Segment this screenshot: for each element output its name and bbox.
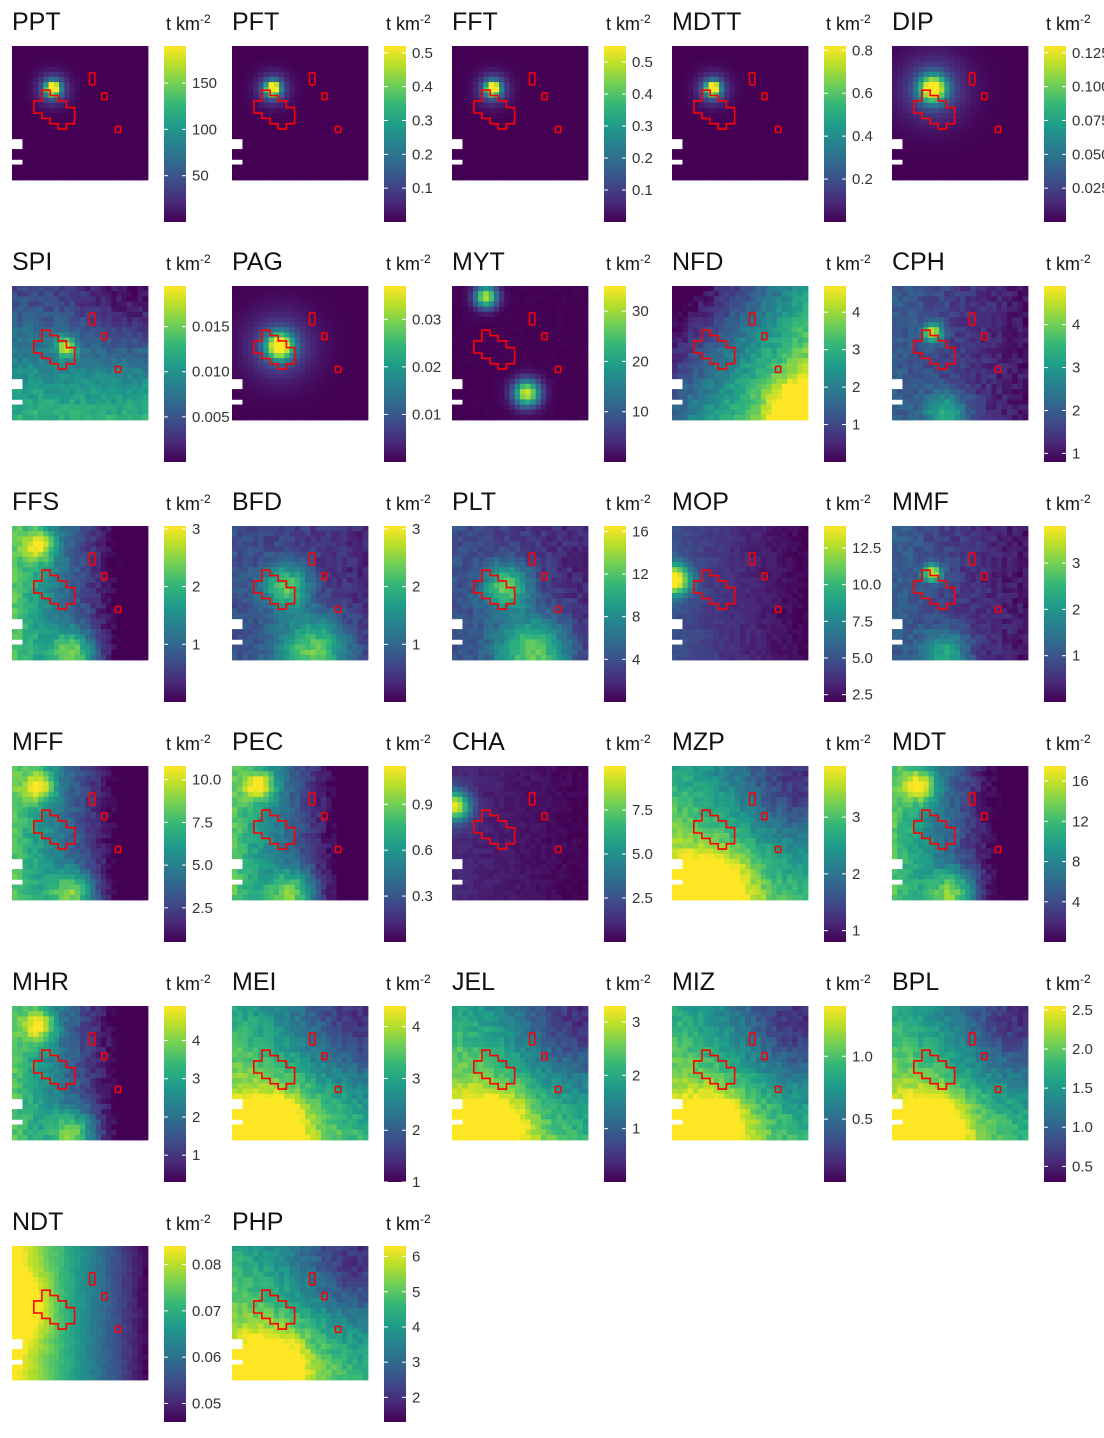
- colorbar-tick-label: 0.075: [1072, 112, 1104, 129]
- colorbar-tick-label: 0.5: [412, 45, 433, 62]
- colorbar: 0.1 0.2 0.3 0.4 0.5: [440, 0, 660, 238]
- colorbar-tick-label: 100: [192, 121, 217, 138]
- colorbar-tick-label: 0.03: [412, 311, 441, 328]
- colorbar: 50 100 150: [0, 0, 220, 238]
- colorbar-tick-label: 0.2: [632, 150, 653, 167]
- colorbar-tick-label: 0.4: [852, 128, 873, 145]
- colorbar-gradient: [1044, 46, 1066, 222]
- colorbar-tick-label: 0.3: [632, 118, 653, 135]
- colorbar-tick-label: 0.3: [412, 112, 433, 129]
- colorbar: 0.1 0.2 0.3 0.4 0.5: [220, 0, 440, 238]
- colorbar: 0.01 0.02 0.03: [220, 240, 440, 478]
- colorbar-tick-label: 0.025: [1072, 180, 1104, 197]
- colorbar-gradient: [384, 46, 406, 222]
- colorbar-tick-label: 0.4: [632, 86, 653, 103]
- colorbar: 0.0250.0500.0750.1000.125: [880, 0, 1100, 238]
- colorbar-tick-label: 0.050: [1072, 146, 1104, 163]
- colorbar-tick-label: 0.1: [632, 182, 653, 199]
- colorbar-tick-label: 0.01: [412, 406, 441, 423]
- colorbar-tick-label: 50: [192, 168, 209, 185]
- colorbar-gradient: [164, 286, 186, 462]
- colorbar-gradient: [604, 46, 626, 222]
- colorbar-tick-label: 150: [192, 75, 217, 92]
- colorbar-gradient: [824, 46, 846, 222]
- colorbar-gradient: [384, 286, 406, 462]
- colorbar-tick-label: 0.5: [632, 54, 653, 71]
- colorbar-tick-label: 0.125: [1072, 45, 1104, 62]
- colorbar-tick-label: 0.4: [412, 79, 433, 96]
- colorbar-tick-label: 0.2: [852, 171, 873, 188]
- colorbar: 0.2 0.4 0.6 0.8: [660, 0, 880, 238]
- colorbar-tick-label: 0.6: [852, 85, 873, 102]
- colorbar-tick-label: 0.100: [1072, 79, 1104, 96]
- colorbar-tick-label: 0.8: [852, 42, 873, 59]
- colorbar-gradient: [164, 46, 186, 222]
- colorbar-tick-label: 0.1: [412, 180, 433, 197]
- colorbar-tick-label: 0.2: [412, 146, 433, 163]
- colorbar-tick-label: 0.02: [412, 359, 441, 376]
